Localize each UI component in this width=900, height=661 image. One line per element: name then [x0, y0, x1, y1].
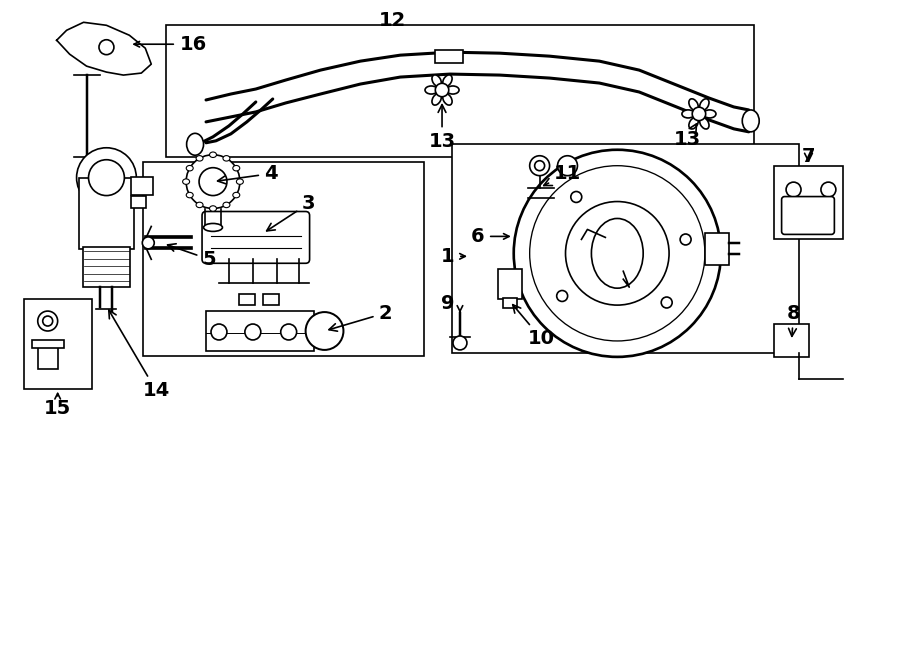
Text: 13: 13	[428, 104, 455, 151]
Ellipse shape	[688, 98, 698, 110]
Bar	[435, 50, 463, 63]
Bar	[263, 294, 279, 305]
Bar	[206, 311, 313, 351]
Bar	[83, 247, 130, 287]
FancyBboxPatch shape	[202, 212, 310, 263]
Bar	[143, 162, 424, 356]
Ellipse shape	[203, 223, 222, 231]
Ellipse shape	[233, 165, 239, 171]
Ellipse shape	[699, 98, 709, 110]
Circle shape	[821, 182, 836, 197]
Text: 1: 1	[441, 247, 454, 266]
Ellipse shape	[443, 94, 452, 105]
Ellipse shape	[443, 75, 452, 87]
Text: 16: 16	[179, 35, 207, 54]
Ellipse shape	[223, 202, 230, 208]
PathPatch shape	[206, 52, 749, 132]
Circle shape	[199, 168, 227, 196]
Ellipse shape	[186, 165, 194, 171]
Text: 4: 4	[218, 164, 277, 184]
Text: 3: 3	[266, 194, 315, 231]
Ellipse shape	[432, 75, 441, 87]
Bar	[774, 324, 809, 357]
Bar	[238, 294, 255, 305]
Circle shape	[38, 311, 58, 331]
Circle shape	[530, 156, 550, 176]
Text: 11: 11	[544, 164, 581, 186]
Circle shape	[306, 312, 344, 350]
Bar	[131, 196, 147, 208]
Circle shape	[142, 237, 154, 249]
Bar	[498, 269, 522, 299]
Ellipse shape	[196, 202, 203, 208]
Bar	[452, 144, 798, 353]
Text: 2: 2	[329, 303, 392, 331]
Circle shape	[99, 40, 114, 55]
Polygon shape	[57, 22, 151, 75]
Bar	[38, 343, 58, 369]
Ellipse shape	[233, 192, 239, 198]
Circle shape	[42, 316, 53, 326]
Ellipse shape	[699, 118, 709, 129]
Ellipse shape	[210, 206, 217, 212]
FancyBboxPatch shape	[781, 196, 834, 235]
Circle shape	[565, 202, 669, 305]
Circle shape	[680, 234, 691, 245]
Ellipse shape	[186, 134, 203, 155]
Ellipse shape	[186, 192, 194, 198]
Circle shape	[662, 297, 672, 308]
Ellipse shape	[688, 118, 698, 129]
Text: 5: 5	[167, 244, 216, 269]
Bar	[774, 166, 843, 239]
Circle shape	[535, 161, 544, 171]
Bar	[503, 298, 517, 308]
Bar	[166, 25, 753, 157]
Circle shape	[557, 156, 578, 176]
Ellipse shape	[210, 152, 217, 157]
Bar	[131, 176, 153, 194]
Circle shape	[186, 155, 240, 208]
Text: 15: 15	[44, 399, 71, 418]
Ellipse shape	[432, 94, 441, 105]
Circle shape	[453, 336, 467, 350]
Text: 9: 9	[441, 293, 454, 313]
Text: 10: 10	[513, 305, 555, 348]
Circle shape	[514, 150, 721, 357]
Ellipse shape	[196, 155, 203, 161]
Ellipse shape	[425, 86, 437, 94]
Circle shape	[245, 324, 261, 340]
Bar	[32, 340, 64, 348]
Text: 8: 8	[787, 303, 800, 336]
Circle shape	[786, 182, 801, 197]
Ellipse shape	[682, 110, 695, 118]
Text: 13: 13	[673, 124, 700, 149]
Ellipse shape	[446, 86, 459, 94]
Circle shape	[211, 324, 227, 340]
Circle shape	[557, 290, 568, 301]
Ellipse shape	[591, 219, 644, 288]
Circle shape	[571, 192, 581, 202]
Bar	[705, 233, 729, 265]
Circle shape	[436, 83, 449, 97]
Ellipse shape	[704, 110, 716, 118]
Circle shape	[88, 160, 124, 196]
Bar	[23, 299, 92, 389]
Ellipse shape	[237, 179, 243, 184]
Circle shape	[530, 166, 705, 341]
Text: 6: 6	[471, 227, 485, 246]
Text: 14: 14	[109, 310, 170, 401]
Ellipse shape	[223, 155, 230, 161]
Text: 12: 12	[379, 11, 406, 30]
Ellipse shape	[742, 110, 760, 132]
Bar	[78, 178, 134, 249]
Circle shape	[281, 324, 297, 340]
Ellipse shape	[183, 179, 190, 184]
Circle shape	[76, 148, 136, 208]
Text: 7: 7	[802, 147, 815, 166]
Circle shape	[692, 107, 706, 121]
